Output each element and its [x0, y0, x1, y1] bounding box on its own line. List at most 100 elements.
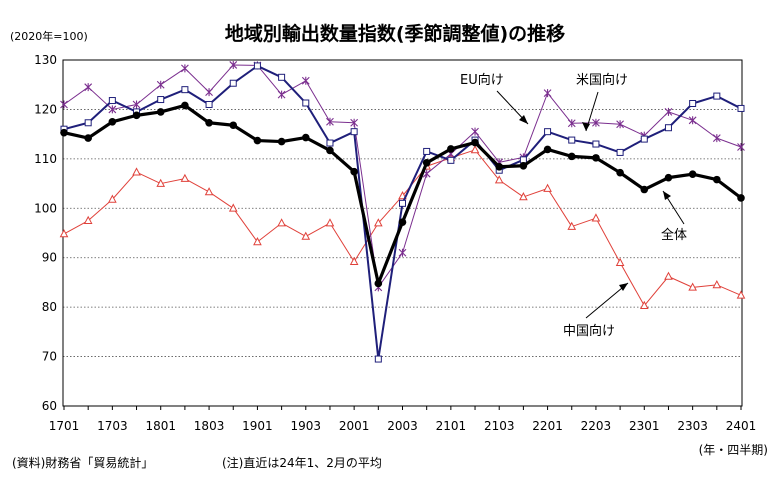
data-point: [108, 117, 117, 126]
data-point: [229, 79, 237, 87]
data-point: [688, 116, 697, 125]
data-point: [519, 156, 527, 164]
data-point: [59, 229, 69, 238]
series-2: [60, 60, 745, 292]
data-point: [277, 137, 286, 146]
data-point: [543, 183, 552, 192]
x-tick-label: 2201: [532, 419, 563, 433]
data-point: [640, 185, 649, 194]
data-point: [713, 92, 721, 100]
data-point: [567, 221, 577, 230]
x-tick-label: 1803: [194, 419, 225, 433]
y-tick-label: 110: [34, 152, 57, 166]
leader-eu-arrow: [519, 115, 528, 124]
data-point: [592, 154, 600, 162]
data-point: [494, 175, 504, 184]
data-point: [301, 231, 311, 240]
data-point: [156, 108, 165, 116]
data-point: [229, 60, 238, 69]
data-point: [616, 148, 624, 156]
data-point: [253, 136, 262, 145]
x-tick-label: 2301: [629, 419, 660, 433]
data-point: [374, 279, 383, 288]
data-point: [664, 173, 673, 182]
y-tick-label: 90: [42, 251, 57, 265]
unit-label: (2020年=100): [10, 29, 88, 43]
data-point: [495, 162, 504, 171]
data-point: [688, 282, 697, 291]
data-point: [712, 134, 721, 143]
data-point: [543, 145, 552, 154]
data-point: [737, 104, 745, 112]
x-tick-label: 1703: [97, 419, 128, 433]
data-point: [688, 170, 697, 178]
data-point: [326, 146, 334, 155]
data-point: [567, 152, 576, 161]
data-point: [205, 118, 213, 127]
data-point: [616, 168, 624, 177]
data-point: [567, 119, 576, 128]
data-point: [108, 194, 117, 203]
data-point: [713, 175, 721, 184]
data-point: [592, 140, 600, 148]
data-point: [205, 88, 213, 97]
x-tick-label: 1903: [291, 419, 322, 433]
data-point: [639, 300, 649, 309]
x-tick-label: 1701: [49, 419, 80, 433]
y-tick-label: 120: [34, 102, 57, 116]
series-0: [60, 101, 745, 288]
data-point: [228, 203, 238, 212]
data-point: [568, 136, 576, 144]
data-point: [615, 257, 625, 266]
grid-lines: [63, 109, 742, 357]
y-axis: 60 70 80 90 100 110 120 130: [34, 53, 57, 413]
data-point: [640, 135, 648, 143]
data-point: [423, 147, 431, 155]
x-tick-label: 2303: [677, 419, 708, 433]
data-point: [350, 118, 359, 127]
data-point: [60, 128, 68, 137]
data-point: [60, 100, 68, 109]
label-us: 米国向け: [576, 72, 628, 88]
y-tick-label: 70: [42, 350, 57, 364]
label-eu: EU向け: [460, 72, 504, 88]
data-point: [349, 256, 359, 265]
data-point: [156, 178, 166, 187]
data-point: [84, 134, 92, 142]
data-point: [737, 142, 745, 151]
data-point: [470, 145, 480, 154]
data-point: [664, 271, 673, 280]
data-point: [398, 248, 407, 257]
data-point: [471, 138, 479, 147]
data-point: [302, 99, 310, 107]
data-point: [301, 133, 310, 142]
data-point: [350, 167, 358, 176]
chart-title: 地域別輸出数量指数(季節調整値)の推移: [225, 22, 565, 45]
data-point: [108, 105, 117, 114]
data-point: [181, 101, 189, 110]
series-1: [60, 62, 745, 363]
leader-china: [585, 282, 629, 319]
x-tick-label: 2203: [581, 419, 612, 433]
y-tick-label: 100: [34, 201, 57, 215]
data-point: [253, 237, 262, 246]
series-group: [59, 60, 746, 363]
data-point: [591, 213, 601, 222]
data-point: [156, 80, 165, 89]
x-tick-label: 1801: [145, 419, 176, 433]
label-china: 中国向け: [563, 323, 615, 339]
data-point: [132, 100, 141, 109]
data-point: [301, 76, 310, 85]
x-unit-label: (年・四半期): [699, 443, 768, 457]
data-point: [373, 218, 383, 227]
data-point: [737, 194, 745, 202]
data-point: [83, 215, 93, 224]
source-note: (資料)財務省「貿易統計」: [12, 455, 153, 470]
data-point: [326, 139, 334, 147]
data-point: [84, 83, 93, 92]
data-point: [664, 124, 672, 132]
data-point: [422, 159, 431, 167]
x-tick-label: 1901: [242, 419, 273, 433]
data-point: [180, 173, 190, 182]
